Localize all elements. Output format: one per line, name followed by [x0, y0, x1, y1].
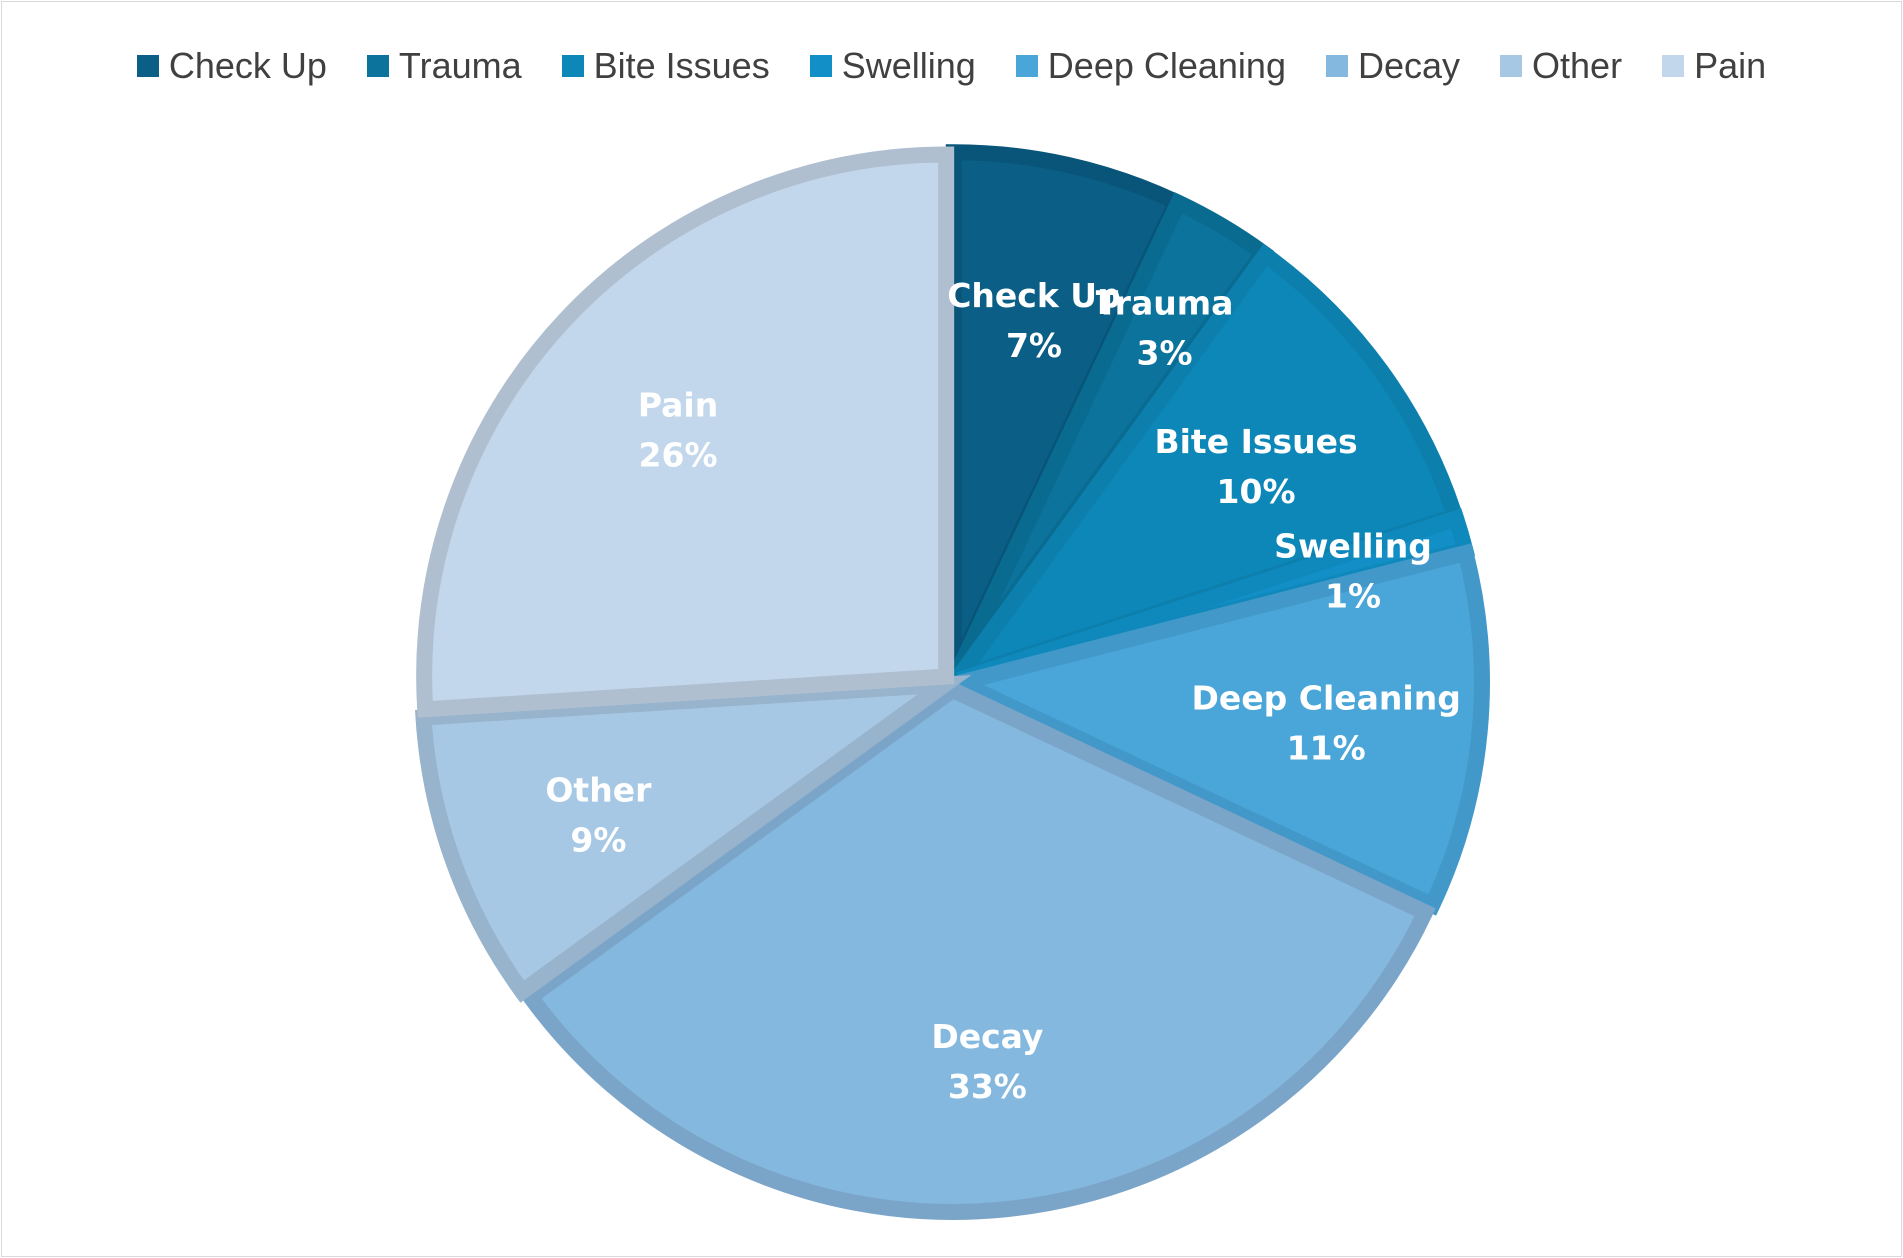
- legend-label: Deep Cleaning: [1047, 45, 1286, 86]
- slice-value-other: 9%: [570, 820, 626, 859]
- slice-value-deep-cleaning: 11%: [1287, 728, 1366, 767]
- legend-swatch: [136, 55, 159, 77]
- slice-value-decay: 33%: [948, 1067, 1027, 1106]
- legend-item-deep-cleaning: Deep Cleaning: [1015, 45, 1286, 87]
- legend-item-decay: Decay: [1325, 45, 1461, 87]
- slice-label-swelling: Swelling: [1274, 526, 1432, 565]
- legend-swatch: [1015, 55, 1038, 77]
- legend-label: Bite Issues: [593, 45, 770, 86]
- legend-item-trauma: Trauma: [366, 45, 522, 87]
- slice-value-check-up: 7%: [1006, 326, 1062, 365]
- legend-item-swelling: Swelling: [809, 45, 976, 87]
- legend-label: Check Up: [168, 45, 327, 86]
- slice-value-pain: 26%: [639, 436, 718, 475]
- pie-slice-pain: [416, 146, 955, 718]
- legend-swatch: [1500, 55, 1523, 77]
- legend-label: Pain: [1694, 45, 1767, 86]
- legend-label: Decay: [1357, 45, 1461, 86]
- slice-label-pain: Pain: [638, 386, 718, 425]
- legend-swatch: [1325, 55, 1348, 77]
- legend-swatch: [1662, 55, 1685, 77]
- pie-slice-bite-issues: [937, 243, 1466, 693]
- slice-label-decay: Decay: [931, 1017, 1043, 1056]
- slice-label-check-up: Check Up: [947, 276, 1121, 315]
- legend-item-other: Other: [1500, 45, 1622, 87]
- legend-item-check-up: Check Up: [136, 45, 327, 87]
- legend-swatch: [809, 55, 832, 77]
- legend-item-bite-issues: Bite Issues: [561, 45, 770, 87]
- legend-item-pain: Pain: [1662, 45, 1766, 87]
- legend-label: Other: [1532, 45, 1623, 86]
- slice-value-bite-issues: 10%: [1217, 472, 1296, 511]
- slice-label-trauma: Trauma: [1096, 284, 1234, 323]
- pie-slice-other: [415, 674, 972, 1003]
- pie-slice-deep-cleaning: [936, 543, 1490, 916]
- legend-swatch: [561, 55, 584, 77]
- pie-slice-decay: [519, 680, 1436, 1220]
- slice-label-deep-cleaning: Deep Cleaning: [1191, 678, 1460, 717]
- legend-label: Trauma: [398, 45, 522, 86]
- legend-label: Swelling: [841, 45, 976, 86]
- slice-label-bite-issues: Bite Issues: [1154, 422, 1357, 461]
- slice-value-trauma: 3%: [1137, 334, 1193, 373]
- slice-value-swelling: 1%: [1325, 576, 1381, 615]
- slice-label-other: Other: [545, 770, 652, 809]
- legend-swatch: [366, 55, 389, 77]
- chart-legend: Check Up Trauma Bite Issues Swelling Deep Cl…: [0, 44, 1903, 88]
